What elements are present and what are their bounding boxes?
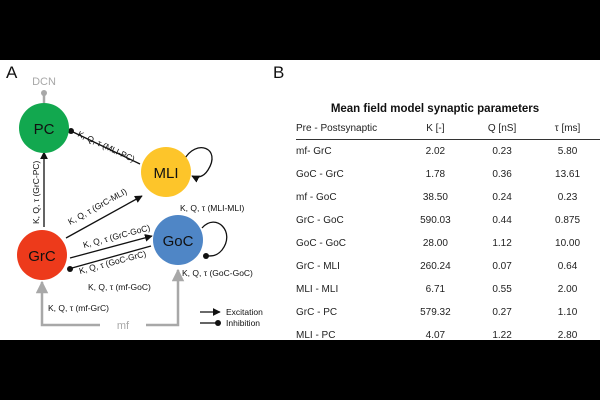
header-q: Q [nS] bbox=[469, 118, 536, 140]
cell-pair: GrC - GoC bbox=[296, 215, 344, 226]
mf-to-goc-edge bbox=[146, 268, 185, 327]
goc-circle bbox=[153, 215, 203, 265]
cell-pair: MLI - MLI bbox=[296, 284, 339, 295]
table-row: GrC - MLI 260.24 0.07 0.64 bbox=[296, 255, 600, 278]
goc-to-grc-edge bbox=[71, 245, 152, 269]
cell-k: 28.00 bbox=[422, 238, 448, 249]
pc-label: PC bbox=[34, 121, 55, 138]
cell-q: 1.12 bbox=[492, 238, 512, 249]
mli-node: MLI bbox=[141, 147, 191, 197]
goc-to-grc-inhibition-dot bbox=[67, 266, 73, 272]
cell-tau: 13.61 bbox=[555, 169, 581, 180]
table-row: mf - GoC 38.50 0.24 0.23 bbox=[296, 186, 600, 209]
legend-inhibition-dot bbox=[215, 320, 221, 326]
cell-tau: 10.00 bbox=[555, 238, 581, 249]
cell-k: 1.78 bbox=[425, 169, 446, 180]
mli-label: MLI bbox=[153, 165, 178, 182]
internal-connections bbox=[40, 128, 228, 272]
cell-pair: GoC - GoC bbox=[296, 238, 347, 249]
dcn-terminal-dot bbox=[41, 90, 47, 96]
cell-q: 0.36 bbox=[492, 169, 512, 180]
grc-pc-edge-label: K, Q, τ (GrC-PC) bbox=[31, 161, 41, 224]
cell-tau: 1.10 bbox=[557, 307, 578, 318]
mf-grc-edge-label: K, Q, τ (mf-GrC) bbox=[48, 303, 109, 313]
table-row: mf- GrC 2.02 0.23 5.80 bbox=[296, 140, 600, 164]
mli-pc-edge-label: K, Q, τ (MLI-PC) bbox=[76, 129, 136, 164]
mli-to-pc-inhibition-dot bbox=[68, 128, 74, 134]
cell-tau: 2.80 bbox=[557, 330, 578, 341]
cell-tau: 5.80 bbox=[557, 146, 578, 157]
table-row: GrC - GoC 590.03 0.44 0.875 bbox=[296, 209, 600, 232]
mf-label: mf bbox=[117, 320, 130, 332]
figure-panel: PC MLI GrC GoC DCN mf K, Q, τ (MLI-PC) K… bbox=[0, 60, 600, 341]
goc-self-inhibition-dot bbox=[203, 253, 209, 259]
grc-node: GrC bbox=[17, 230, 67, 280]
mli-to-pc-edge bbox=[72, 131, 141, 165]
cell-q: 1.22 bbox=[492, 330, 512, 341]
cell-k: 6.71 bbox=[425, 284, 446, 295]
header-tau: τ [ms] bbox=[535, 118, 600, 140]
table-row: GoC - GrC 1.78 0.36 13.61 bbox=[296, 163, 600, 186]
cell-pair: GrC - MLI bbox=[296, 261, 340, 272]
cell-tau: 0.64 bbox=[557, 261, 578, 272]
cell-k: 579.32 bbox=[420, 307, 451, 318]
cell-k: 260.24 bbox=[420, 261, 451, 272]
cell-q: 0.24 bbox=[492, 192, 512, 203]
cell-tau: 0.875 bbox=[555, 215, 581, 226]
cell-pair: mf - GoC bbox=[296, 192, 337, 203]
cell-pair: MLI - PC bbox=[296, 330, 336, 341]
panel-b-label: B bbox=[273, 63, 285, 82]
cell-tau: 0.23 bbox=[557, 192, 578, 203]
cell-q: 0.27 bbox=[492, 307, 512, 318]
goc-goc-edge-label: K, Q, τ (GoC-GoC) bbox=[182, 268, 253, 278]
cell-k: 38.50 bbox=[422, 192, 448, 203]
legend-inhibition-label: Inhibition bbox=[226, 318, 260, 328]
grc-label: GrC bbox=[28, 248, 56, 265]
cell-q: 0.23 bbox=[492, 146, 512, 157]
mli-mli-edge-label: K, Q, τ (MLI-MLI) bbox=[180, 203, 244, 213]
mli-self-edge bbox=[183, 147, 213, 183]
table-row: MLI - MLI 6.71 0.55 2.00 bbox=[296, 278, 600, 301]
mf-to-grc-edge bbox=[35, 280, 100, 327]
panel-a-label: A bbox=[6, 63, 18, 82]
goc-label: GoC bbox=[163, 233, 194, 250]
header-pre-post: Pre - Postsynaptic bbox=[296, 118, 402, 140]
goc-node: GoC bbox=[153, 215, 203, 265]
external-connections bbox=[35, 90, 185, 327]
cell-k: 4.07 bbox=[425, 330, 446, 341]
pc-node: PC bbox=[19, 103, 69, 153]
goc-self-edge bbox=[201, 221, 228, 257]
dcn-label: DCN bbox=[32, 76, 56, 88]
cell-k: 2.02 bbox=[425, 146, 446, 157]
table-header-row: Pre - Postsynaptic K [-] Q [nS] τ [ms] bbox=[296, 118, 600, 140]
cell-q: 0.07 bbox=[492, 261, 512, 272]
table-row: GoC - GoC 28.00 1.12 10.00 bbox=[296, 232, 600, 255]
network-diagram: PC MLI GrC GoC DCN mf K, Q, τ (MLI-PC) K… bbox=[17, 76, 263, 332]
table-row: MLI - PC 4.07 1.22 2.80 bbox=[296, 324, 600, 347]
legend: Excitation Inhibition bbox=[200, 307, 263, 328]
mli-circle bbox=[141, 147, 191, 197]
parameters-table: Pre - Postsynaptic K [-] Q [nS] τ [ms] m… bbox=[296, 118, 600, 347]
cell-q: 0.44 bbox=[492, 215, 512, 226]
grc-circle bbox=[17, 230, 67, 280]
cell-tau: 2.00 bbox=[557, 284, 578, 295]
table-row: GrC - PC 579.32 0.27 1.10 bbox=[296, 301, 600, 324]
cell-pair: GoC - GrC bbox=[296, 169, 344, 180]
header-k: K [-] bbox=[401, 118, 470, 140]
legend-excitation-label: Excitation bbox=[226, 307, 263, 317]
cell-k: 590.03 bbox=[420, 215, 451, 226]
cell-pair: mf- GrC bbox=[296, 146, 332, 157]
mf-goc-edge-label: K, Q, τ (mf-GoC) bbox=[88, 282, 151, 292]
cell-q: 0.55 bbox=[492, 284, 512, 295]
grc-to-goc-edge bbox=[69, 234, 153, 259]
pc-circle bbox=[19, 103, 69, 153]
grc-to-mli-edge bbox=[65, 195, 143, 239]
cell-pair: GrC - PC bbox=[296, 307, 338, 318]
table-title: Mean field model synaptic parameters bbox=[330, 103, 540, 115]
